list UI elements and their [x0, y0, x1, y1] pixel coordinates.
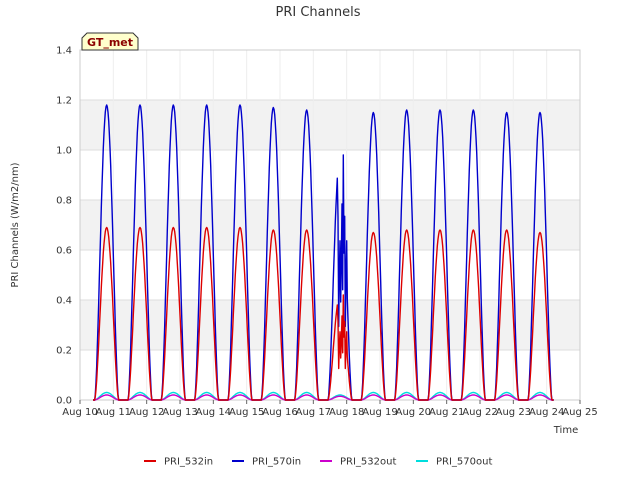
- y-tick-label: 0.0: [56, 396, 72, 407]
- x-tick-label: Aug 15: [229, 407, 264, 418]
- site-badge-box: [81, 32, 139, 51]
- y-tick-label: 0.2: [56, 346, 72, 357]
- y-axis-label: PRI Channels (W/m2/nm): [10, 162, 21, 287]
- x-tick-label: Aug 16: [262, 407, 297, 418]
- y-tick-label: 0.6: [56, 246, 72, 257]
- y-tick-label: 1.0: [56, 146, 72, 157]
- y-axis-ticks: 0.0 0.2 0.4 0.6 0.8 1.0 1.2 1.4: [56, 46, 72, 407]
- x-tick-label: Aug 18: [329, 407, 364, 418]
- x-tick-label: Aug 21: [429, 407, 464, 418]
- band: [80, 300, 580, 350]
- site-badge-label: GT_met: [87, 36, 133, 49]
- x-tick-label: Aug 23: [496, 407, 531, 418]
- x-tick-label: Aug 13: [162, 407, 197, 418]
- x-tick-label: Aug 22: [462, 407, 497, 418]
- alternating-bands: [80, 100, 580, 350]
- legend-label-pri_532in: PRI_532in: [164, 457, 213, 468]
- x-tick-label: Aug 14: [196, 407, 231, 418]
- series-layer: [93, 104, 554, 401]
- x-tick-label: Aug 12: [129, 407, 164, 418]
- y-tick-label: 1.4: [56, 46, 72, 57]
- x-axis-label: Time: [553, 425, 578, 436]
- x-tick-label: Aug 25: [562, 407, 597, 418]
- legend-label-pri_570in: PRI_570in: [252, 457, 301, 468]
- y-tick-label: 1.2: [56, 96, 72, 107]
- legend-label-pri_570out: PRI_570out: [436, 457, 492, 468]
- y-tick-label: 0.4: [56, 296, 72, 307]
- x-tick-label: Aug 17: [296, 407, 331, 418]
- x-tick-label: Aug 24: [529, 407, 564, 418]
- band: [80, 100, 580, 150]
- legend: PRI_532in PRI_570in PRI_532out PRI_570out: [144, 457, 492, 468]
- x-tick-label: Aug 20: [396, 407, 431, 418]
- y-tick-label: 0.8: [56, 196, 72, 207]
- chart-title: PRI Channels: [276, 5, 361, 20]
- x-tick-label: Aug 19: [362, 407, 397, 418]
- site-badge: GT_met: [81, 32, 139, 51]
- band: [80, 200, 580, 250]
- legend-label-pri_532out: PRI_532out: [340, 457, 396, 468]
- x-tick-label: Aug 10: [62, 407, 97, 418]
- x-tick-label: Aug 11: [96, 407, 131, 418]
- series-line-pri_532in: [93, 226, 554, 401]
